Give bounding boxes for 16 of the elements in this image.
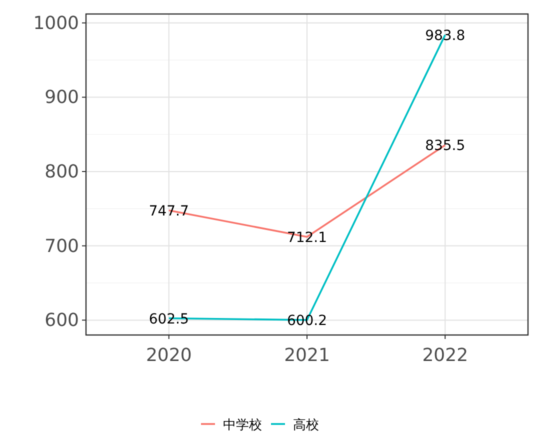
data-label: 712.1 [286, 230, 328, 246]
legend-label: 高校 [293, 417, 319, 433]
data-label: 835.5 [425, 138, 466, 154]
x-tick-label: 2020 [146, 345, 192, 366]
y-tick-label: 700 [44, 236, 79, 257]
y-tick-label: 900 [44, 87, 79, 108]
y-tick-label: 800 [44, 162, 79, 183]
data-label: 983.8 [425, 28, 466, 44]
y-tick-label: 600 [44, 310, 79, 332]
data-label: 602.5 [148, 311, 189, 328]
legend-label: 中学校 [223, 418, 262, 433]
y-tick-label: 1000 [33, 12, 79, 34]
x-tick-label: 2022 [422, 345, 468, 366]
data-label: 747.7 [148, 203, 189, 220]
x-tick-label: 2021 [284, 345, 330, 366]
data-label: 600.2 [286, 312, 328, 329]
